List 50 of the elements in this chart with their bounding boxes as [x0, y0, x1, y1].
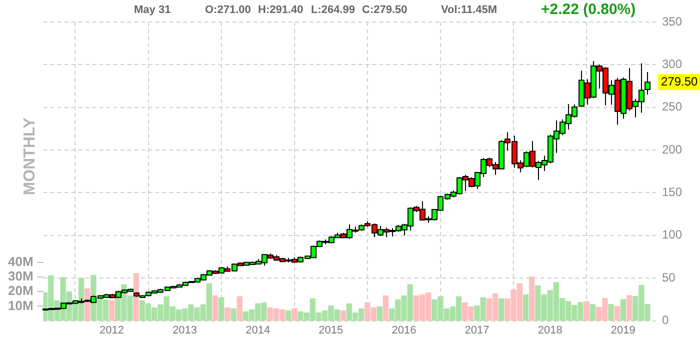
y2-tick-label: 10M — [8, 298, 34, 313]
y-tick-label: 350 — [662, 14, 682, 28]
text: 279.50 — [660, 74, 698, 88]
y-tick-label: 150 — [662, 185, 682, 200]
bar — [236, 296, 242, 321]
bar — [528, 276, 535, 321]
x-tick-label: 2018 — [538, 324, 562, 336]
bar — [224, 307, 230, 321]
y-tick-label: 50 — [662, 270, 676, 284]
y-tick-label: 250 — [662, 100, 682, 114]
bar — [626, 295, 632, 321]
bar — [376, 306, 382, 321]
text: +2.22 (0.80%) — [541, 1, 636, 18]
bar — [108, 300, 115, 321]
x-tick-label: 2013 — [172, 324, 198, 336]
x-tick-label: 2017 — [464, 324, 490, 336]
bar — [584, 301, 590, 321]
text: May 31 — [134, 4, 171, 16]
y2-tick-label: 20M — [8, 283, 34, 298]
bar — [340, 310, 346, 321]
bar — [292, 308, 298, 321]
y2-tick-label: 30M — [8, 268, 34, 284]
y-tick-label: 300 — [662, 57, 682, 71]
bar — [522, 294, 529, 321]
y-tick-label: 200 — [662, 142, 682, 156]
x-tick-label: 2019 — [610, 324, 636, 336]
bar — [230, 308, 236, 321]
text: H:291.40 — [258, 4, 304, 16]
bar — [382, 295, 389, 321]
bar — [620, 299, 626, 321]
bar — [218, 297, 224, 321]
text: L:264.99 — [311, 4, 356, 16]
bar — [608, 304, 614, 321]
bar — [614, 306, 620, 321]
y-tick-label: 100 — [662, 228, 682, 242]
x-tick-label: 2014 — [246, 324, 270, 336]
text: C:279.50 — [362, 4, 408, 16]
y-tick-label: 0 — [662, 313, 669, 328]
y2-tick-label: 40M — [8, 254, 34, 270]
bar — [590, 304, 596, 321]
text: Vol:11.45M — [441, 4, 498, 16]
x-tick-label: 2012 — [100, 324, 124, 336]
bar — [285, 310, 292, 321]
x-tick-label: 2015 — [318, 324, 344, 336]
text: MONTHLY — [21, 117, 38, 196]
x-tick-label: 2016 — [392, 324, 416, 336]
bar — [212, 295, 218, 321]
bar — [498, 298, 504, 321]
bar — [84, 288, 90, 321]
text: O:271.00 — [205, 4, 251, 16]
